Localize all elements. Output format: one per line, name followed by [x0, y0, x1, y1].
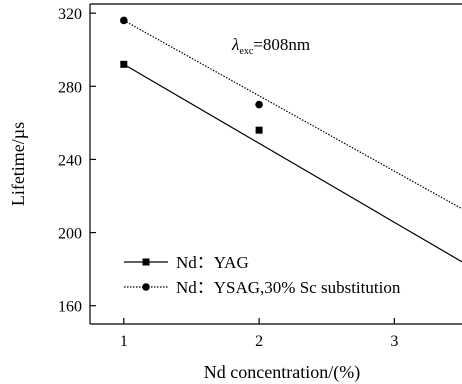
plot-area: [89, 3, 462, 325]
series-1-point: [120, 60, 128, 68]
series-2-point: [120, 16, 128, 25]
legend-entry-2: Nd：YSAG,30% Sc substitution: [124, 278, 401, 297]
y-tick-label: 280: [58, 79, 82, 96]
y-tick-label: 160: [58, 299, 82, 316]
legend-entry-1: Nd：YAG: [124, 253, 249, 272]
excitation-value: =808nm: [253, 35, 310, 54]
legend: Nd：YAG Nd：YSAG,30% Sc substitution: [124, 253, 401, 297]
x-tick-label: 3: [390, 333, 398, 350]
series-1-point: [255, 126, 263, 134]
x-tick-label: 1: [120, 333, 128, 350]
lambda-symbol: λ: [231, 35, 239, 54]
series-2-point: [255, 100, 263, 109]
y-tick-label: 200: [58, 226, 82, 243]
legend-label: Nd：YSAG,30% Sc substitution: [176, 278, 401, 297]
series-layer: [120, 16, 462, 263]
series-1: [120, 60, 462, 263]
legend-marker: [142, 258, 150, 266]
axis-ticks: 160 200 240 280 320 1 2 3: [58, 6, 398, 350]
legend-label: Nd：YAG: [176, 253, 249, 272]
series-2: [120, 16, 462, 210]
y-axis-label: Lifetime/µs: [8, 122, 28, 206]
excitation-annotation: λexc=808nm: [231, 35, 310, 57]
x-axis-label: Nd concentration/(%): [204, 362, 360, 383]
series-1-line: [123, 63, 462, 263]
y-tick-label: 240: [58, 152, 82, 169]
x-tick-label: 2: [255, 333, 263, 350]
y-tick-label: 320: [58, 6, 82, 23]
lambda-subscript: exc: [239, 46, 253, 57]
legend-marker: [142, 283, 150, 291]
